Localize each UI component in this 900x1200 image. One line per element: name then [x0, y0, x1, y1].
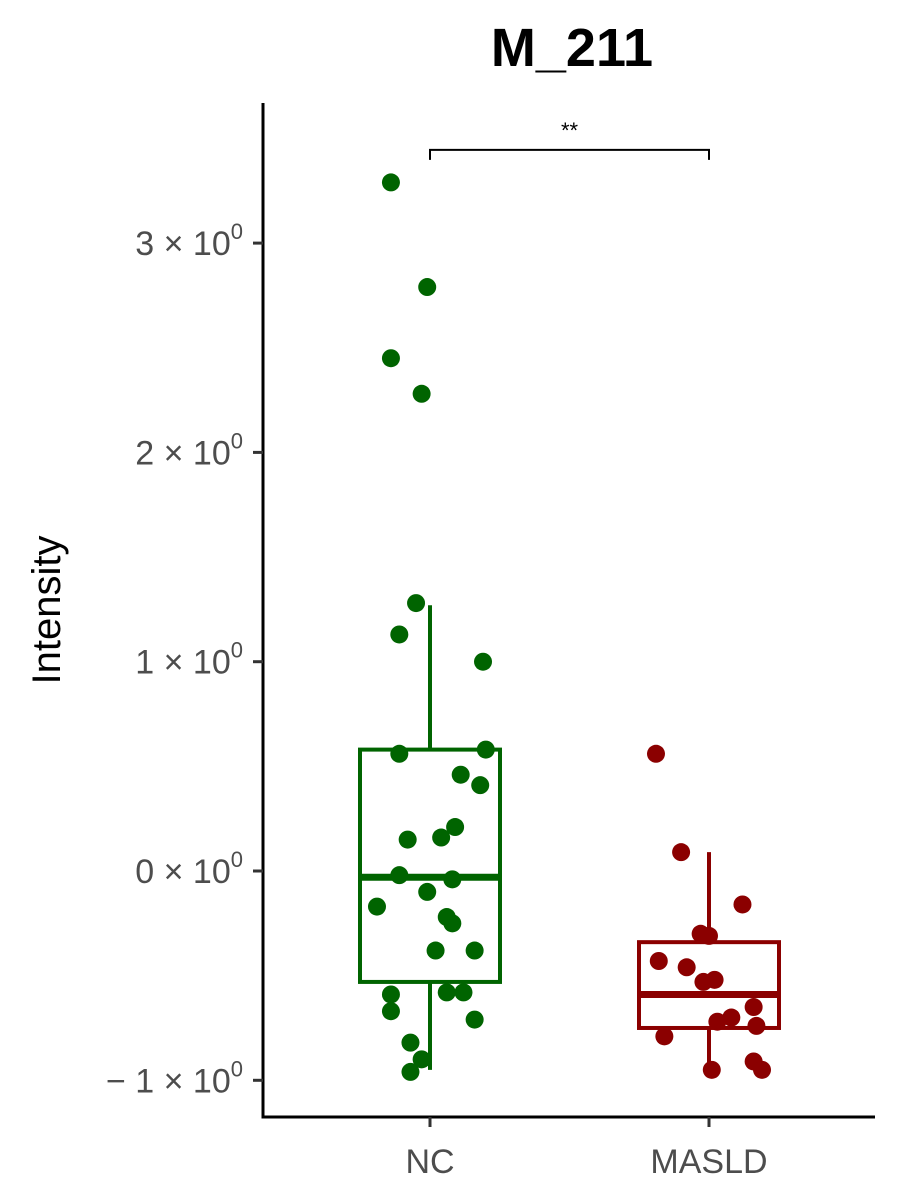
- data-point: [465, 941, 484, 960]
- data-point: [471, 776, 490, 795]
- data-point: [476, 740, 495, 759]
- y-tick-exponent: 0: [231, 638, 243, 663]
- points-nc: [367, 173, 495, 1081]
- data-point: [443, 870, 462, 889]
- y-tick-exponent: 0: [231, 847, 243, 872]
- data-point: [407, 594, 426, 613]
- x-axis-ticks: NC MASLD: [405, 1117, 768, 1181]
- data-point: [390, 866, 409, 885]
- data-point: [381, 985, 400, 1004]
- points-masld: [646, 744, 772, 1079]
- y-tick-label: 1 × 100: [135, 638, 243, 682]
- x-tick-label: MASLD: [650, 1143, 767, 1181]
- data-point: [474, 652, 493, 671]
- data-point: [753, 1060, 772, 1079]
- data-point: [705, 970, 724, 989]
- y-tick-mantissa: 3 × 10: [135, 225, 230, 263]
- y-tick-label: 3 × 100: [135, 219, 243, 263]
- boxes-layer: [358, 605, 781, 1070]
- data-point: [655, 1027, 674, 1046]
- data-point: [381, 1002, 400, 1021]
- chart-title: M_211: [491, 18, 653, 78]
- y-tick-exponent: 0: [231, 1056, 243, 1081]
- data-point: [443, 914, 462, 933]
- points-layer: [367, 173, 772, 1081]
- data-point: [702, 1060, 721, 1079]
- y-tick-label: − 1 × 100: [106, 1056, 243, 1100]
- y-tick-mantissa: 0 × 10: [135, 853, 230, 891]
- data-point: [390, 625, 409, 644]
- data-point: [708, 1012, 727, 1031]
- y-tick-mantissa: − 1 × 10: [106, 1062, 231, 1100]
- data-point: [432, 828, 451, 847]
- data-point: [398, 830, 417, 849]
- data-point: [367, 897, 386, 916]
- y-tick-label: 0 × 100: [135, 847, 243, 891]
- data-point: [451, 765, 470, 784]
- data-point: [412, 1050, 431, 1069]
- data-point: [722, 1008, 741, 1027]
- data-point: [747, 1016, 766, 1035]
- box-nc: [358, 605, 502, 1070]
- data-point: [646, 744, 665, 763]
- data-point: [672, 843, 691, 862]
- data-point: [649, 951, 668, 970]
- y-tick-mantissa: 1 × 10: [135, 644, 230, 682]
- data-point: [733, 895, 752, 914]
- data-point: [390, 744, 409, 763]
- data-point: [426, 941, 445, 960]
- data-point: [418, 278, 437, 297]
- significance-bracket: [429, 148, 710, 160]
- data-point: [381, 173, 400, 192]
- data-point: [677, 958, 696, 977]
- box-iqr: [358, 747, 502, 984]
- data-point: [437, 983, 456, 1002]
- y-tick-label: 2 × 100: [135, 428, 243, 472]
- y-axis-label: Intensity: [25, 536, 69, 685]
- data-point: [401, 1062, 420, 1081]
- data-point: [700, 926, 718, 945]
- y-tick-exponent: 0: [231, 219, 243, 244]
- data-point: [465, 1010, 484, 1029]
- data-point: [381, 349, 400, 368]
- significance-layer: **: [429, 118, 710, 160]
- data-point: [454, 983, 473, 1002]
- y-tick-exponent: 0: [231, 428, 243, 453]
- data-point: [401, 1033, 420, 1052]
- y-tick-mantissa: 2 × 10: [135, 434, 230, 472]
- x-tick-label: NC: [405, 1143, 454, 1181]
- significance-label: **: [561, 118, 579, 143]
- data-point: [418, 882, 437, 901]
- data-point: [446, 818, 465, 837]
- data-point: [744, 998, 763, 1017]
- data-point: [412, 384, 431, 403]
